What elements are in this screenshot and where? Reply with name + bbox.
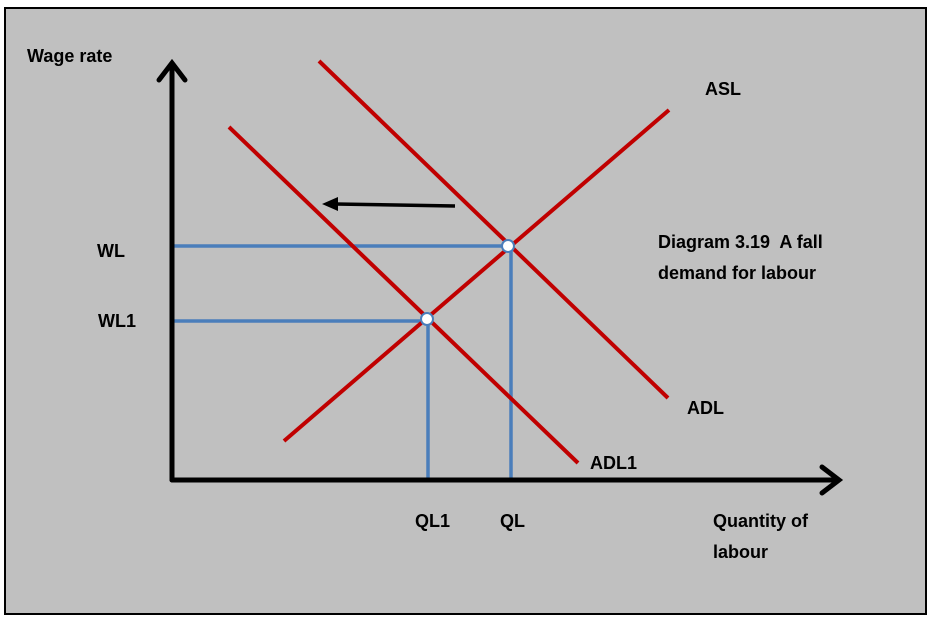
guides bbox=[172, 244, 513, 480]
x-axis-arrow bbox=[819, 464, 844, 496]
y-axis-label: Wage rate bbox=[27, 46, 112, 66]
caption: demand for labour bbox=[658, 263, 816, 283]
level-label: WL bbox=[97, 241, 125, 261]
y-axis-arrow bbox=[156, 58, 188, 83]
equilibrium-point bbox=[501, 239, 515, 253]
curve-label: ASL bbox=[705, 79, 741, 99]
curve-label: ADL1 bbox=[590, 453, 637, 473]
axes bbox=[156, 58, 844, 496]
curves bbox=[227, 59, 671, 465]
adl-curve bbox=[317, 59, 670, 400]
shift-arrow-head bbox=[322, 197, 338, 211]
new-equilibrium-point bbox=[420, 312, 434, 326]
background bbox=[4, 7, 927, 615]
shift-arrow bbox=[334, 202, 456, 208]
x-axis-label: labour bbox=[713, 542, 768, 562]
x-axis-label: Quantity of bbox=[713, 511, 809, 531]
level-label: WL1 bbox=[98, 311, 136, 331]
level-label: QL bbox=[500, 511, 525, 531]
adl1-curve bbox=[227, 125, 580, 465]
level-label: QL1 bbox=[415, 511, 450, 531]
curve-label: ADL bbox=[687, 398, 724, 418]
asl-curve bbox=[282, 108, 671, 443]
caption: Diagram 3.19 A fall bbox=[658, 232, 823, 252]
